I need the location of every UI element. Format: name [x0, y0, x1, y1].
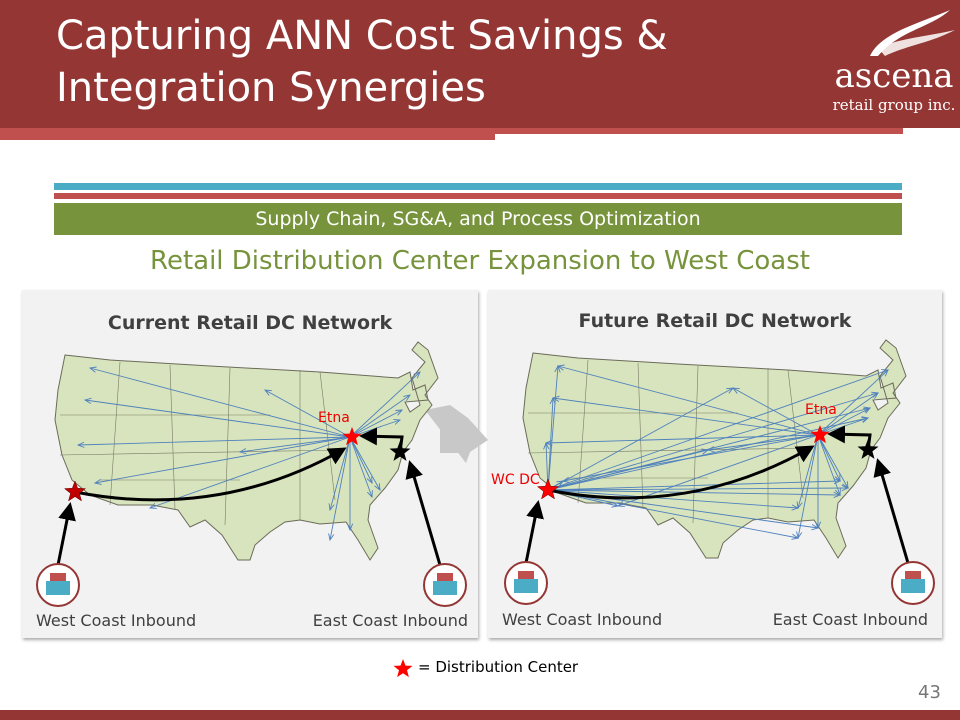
state-border: [224, 367, 231, 526]
panel-title: Future Retail DC Network: [578, 310, 852, 332]
section-band: Supply Chain, SG&A, and Process Optimiza…: [54, 203, 902, 235]
inbound-arrow: [56, 502, 76, 566]
red-rule: [54, 193, 902, 199]
route-arrow: [547, 370, 888, 491]
route-arrow: [150, 436, 351, 508]
inbound-arrow: [524, 500, 544, 564]
route-arrow: [547, 393, 878, 491]
legend-text: = Distribution Center: [418, 658, 579, 676]
route-arrow: [349, 410, 402, 438]
future-map: [504, 339, 935, 605]
route-arrow: [547, 408, 870, 491]
route-arrow: [547, 489, 798, 538]
port-star-icon: [389, 441, 411, 461]
header-stripe: [495, 128, 903, 134]
wc-dc-label: WC DC: [491, 472, 540, 488]
route-arrow: [817, 370, 888, 436]
panel-title: Current Retail DC Network: [107, 312, 393, 334]
swoosh-icon: [870, 10, 955, 56]
route-arrow: [817, 408, 870, 436]
route-arrow: [330, 436, 351, 540]
route-arrow: [349, 372, 420, 438]
legend: = Distribution Center: [390, 658, 578, 676]
route-arrow: [78, 436, 351, 445]
route-arrow: [798, 434, 819, 508]
transition-arrow: [440, 423, 470, 453]
ship-icon: [901, 579, 925, 593]
logo-tagline: retail group inc.: [832, 96, 956, 114]
route-arrow: [547, 488, 848, 490]
ascena-logo: ascena retail group inc.: [830, 8, 958, 118]
route-arrow: [733, 388, 819, 436]
etna-label: Etna: [805, 402, 837, 418]
east-coast-label: East Coast Inbound: [312, 611, 468, 630]
route-arrow: [349, 436, 372, 483]
dc-star-icon: [810, 425, 830, 444]
route-arrow: [798, 434, 819, 538]
route-arrow: [547, 489, 798, 508]
route-arrow: [330, 436, 351, 510]
state-border: [109, 361, 121, 506]
route-arrow: [547, 481, 840, 491]
route-arrow: [95, 436, 351, 483]
west-coast-label: West Coast Inbound: [502, 610, 663, 629]
header-stripe: [0, 128, 495, 140]
route-arrow: [547, 398, 553, 491]
route-arrow: [349, 436, 372, 497]
state-border: [59, 449, 341, 456]
east-coast-label: East Coast Inbound: [772, 610, 928, 629]
west-coast-label: West Coast Inbound: [36, 611, 197, 630]
route-arrow: [547, 388, 733, 491]
route-arrow: [553, 398, 819, 436]
ship-icon: [518, 571, 534, 579]
route-arrow: [90, 368, 351, 438]
ship-icon: [46, 581, 70, 595]
footer-bar: [0, 710, 960, 720]
title-line: Capturing ANN Cost Savings &: [56, 13, 668, 59]
ship-icon: [905, 571, 921, 579]
route-arrow: [817, 434, 848, 488]
etna-label: Etna: [318, 410, 350, 426]
current-map: [36, 341, 467, 607]
port-star-icon: [857, 439, 879, 459]
state-border: [692, 365, 699, 524]
legend-star-icon: [393, 659, 413, 678]
route-arrow: [618, 434, 819, 506]
title-line: Integration Synergies: [56, 65, 486, 111]
page-number: 43: [918, 682, 941, 703]
ship-icon: [433, 581, 457, 595]
slide-title: Capturing ANN Cost Savings & Integration …: [56, 10, 668, 114]
ship-icon: [50, 573, 66, 581]
route-arrow: [349, 436, 380, 490]
route-arrow: [85, 400, 351, 438]
state-border: [527, 447, 809, 454]
route-arrow: [817, 434, 840, 481]
route-arrow: [546, 434, 819, 443]
logo-name: ascena: [834, 56, 954, 96]
dc-star-icon: [63, 480, 87, 502]
header-bar: [0, 0, 960, 128]
inbound-arrow: [873, 458, 910, 564]
route-arrow: [265, 390, 351, 438]
route-arrow: [817, 434, 840, 495]
route-arrow: [240, 436, 351, 452]
route-arrow: [547, 418, 868, 491]
ship-icon: [514, 579, 538, 593]
state-border: [319, 371, 336, 501]
inbound-route: [74, 447, 347, 502]
teal-rule: [54, 183, 902, 190]
ship-icon: [437, 573, 453, 581]
dc-star-icon: [536, 478, 560, 500]
inbound-arrow: [405, 460, 442, 566]
inbound-route: [547, 445, 815, 500]
route-arrow: [708, 434, 819, 450]
route-arrow: [547, 366, 558, 491]
dc-star-icon: [342, 427, 362, 446]
slide-subtitle: Retail Distribution Center Expansion to …: [150, 246, 810, 276]
